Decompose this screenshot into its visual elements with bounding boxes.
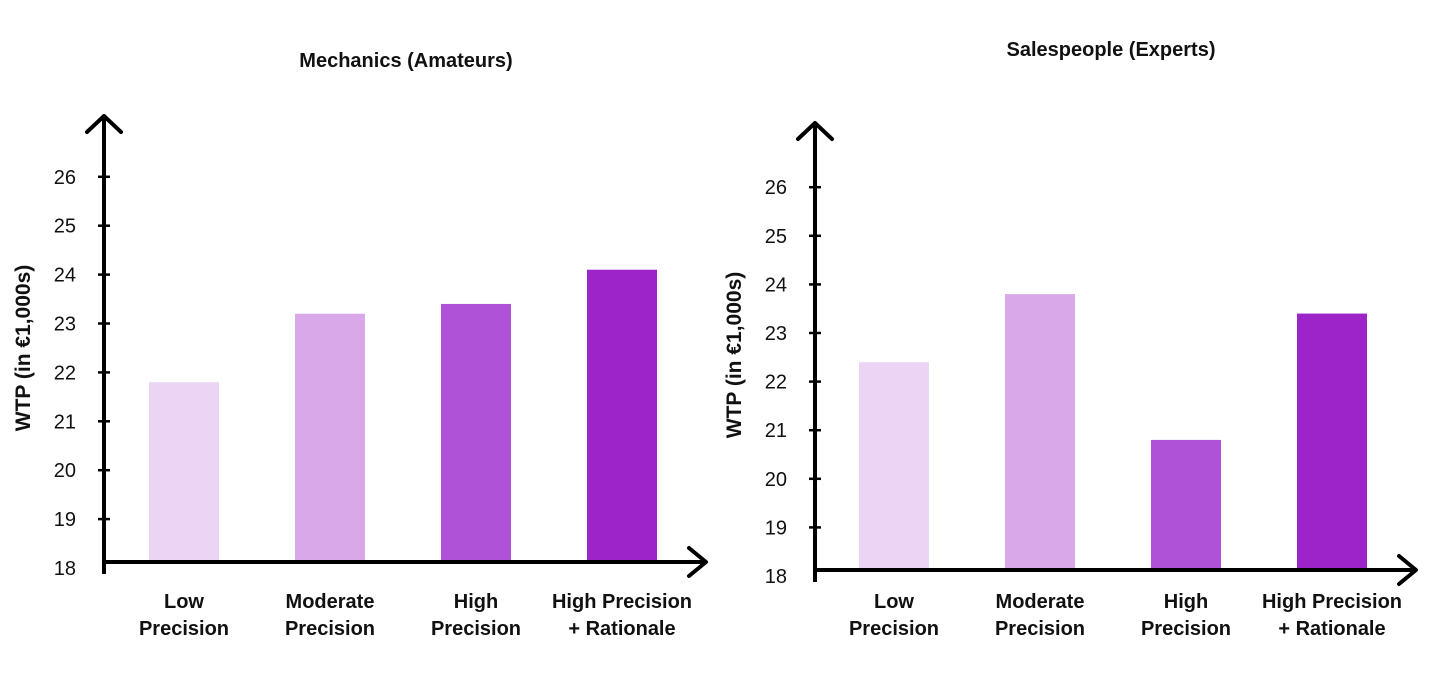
y-tick-label: 22 bbox=[54, 362, 76, 384]
y-tick-label: 18 bbox=[765, 566, 787, 588]
y-tick-label: 26 bbox=[54, 167, 76, 189]
bar bbox=[1005, 294, 1075, 570]
chart-salespeople: Salespeople (Experts) WTP (in €1,000s) 18 1… bbox=[723, 39, 1418, 640]
y-axis-label: WTP (in €1,000s) bbox=[723, 272, 746, 439]
y-tick-label: 19 bbox=[765, 517, 787, 539]
x-category-label: High Precision + Rationale bbox=[552, 591, 692, 640]
y-tick-label: 26 bbox=[765, 177, 787, 199]
x-category-label: High Precision + Rationale bbox=[1262, 591, 1402, 640]
bar bbox=[149, 382, 219, 562]
y-axis-arrow bbox=[85, 114, 123, 134]
x-category-label: Moderate Precision bbox=[995, 591, 1085, 640]
y-tick-label: 25 bbox=[765, 226, 787, 248]
y-tick-label: 25 bbox=[54, 216, 76, 238]
y-tick-label: 18 bbox=[54, 558, 76, 580]
x-category-label: Moderate Precision bbox=[285, 591, 375, 640]
chart-title: Salespeople (Experts) bbox=[1007, 39, 1216, 61]
x-category-label: Low Precision bbox=[139, 591, 229, 640]
y-tick-label: 23 bbox=[54, 314, 76, 336]
y-tick-label: 19 bbox=[54, 509, 76, 531]
bar bbox=[587, 269, 657, 562]
y-tick-label: 24 bbox=[54, 265, 76, 287]
y-tick-label: 20 bbox=[765, 469, 787, 491]
chart-mechanics: Mechanics (Amateurs) WTP (in €1,000s) 18 19… bbox=[12, 50, 708, 640]
y-tick-label: 23 bbox=[765, 323, 787, 345]
x-category-label: High Precision bbox=[1141, 591, 1231, 640]
y-tick-label: 22 bbox=[765, 372, 787, 394]
y-axis-arrow bbox=[796, 121, 834, 141]
y-tick-label: 21 bbox=[765, 420, 787, 442]
y-tick-label: 20 bbox=[54, 460, 76, 482]
bar bbox=[441, 303, 511, 562]
y-tick-label: 21 bbox=[54, 411, 76, 433]
chart-title: Mechanics (Amateurs) bbox=[299, 50, 512, 72]
x-category-label: Low Precision bbox=[849, 591, 939, 640]
bar bbox=[1151, 439, 1221, 570]
y-tick-label: 24 bbox=[765, 274, 787, 296]
bar bbox=[859, 362, 929, 570]
x-category-label: High Precision bbox=[431, 591, 521, 640]
x-axis-arrow bbox=[687, 546, 708, 578]
bar bbox=[1297, 313, 1367, 570]
bar bbox=[295, 313, 365, 562]
x-axis-arrow bbox=[1397, 554, 1418, 586]
y-axis-label: WTP (in €1,000s) bbox=[12, 265, 35, 432]
